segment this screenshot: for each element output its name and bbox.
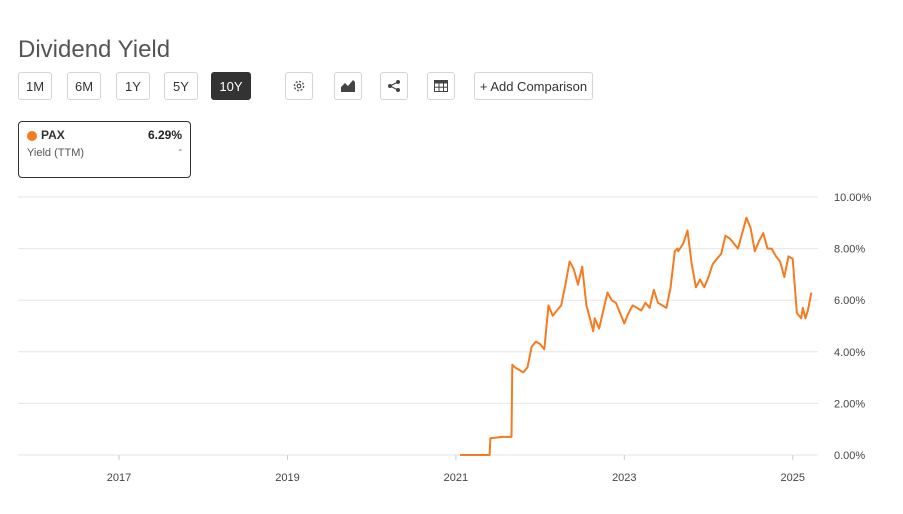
range-button-1m[interactable]: 1M bbox=[18, 72, 52, 100]
x-tick-label: 2021 bbox=[444, 472, 468, 484]
range-button-6m[interactable]: 6M bbox=[67, 72, 101, 100]
y-tick-label: 4.00% bbox=[834, 347, 865, 359]
chart-type-icon bbox=[341, 80, 355, 92]
x-tick-label: 2019 bbox=[275, 472, 299, 484]
legend-metric-value: - bbox=[178, 144, 182, 156]
legend-ticker: PAX bbox=[41, 128, 65, 142]
x-tick-label: 2017 bbox=[107, 472, 131, 484]
settings-button[interactable] bbox=[285, 72, 313, 100]
legend-value: 6.29% bbox=[147, 128, 182, 142]
add-comparison-button[interactable]: + Add Comparison bbox=[474, 72, 593, 100]
x-tick-label: 2025 bbox=[780, 472, 804, 484]
range-button-10y[interactable]: 10Y bbox=[211, 72, 251, 100]
table-view-button[interactable] bbox=[427, 72, 455, 100]
table-icon bbox=[434, 80, 448, 92]
series-color-dot bbox=[27, 131, 37, 141]
y-tick-label: 8.00% bbox=[834, 244, 865, 256]
range-button-5y[interactable]: 5Y bbox=[164, 72, 198, 100]
page-title: Dividend Yield bbox=[18, 36, 171, 64]
x-tick-label: 2023 bbox=[612, 472, 636, 484]
legend-card: PAX 6.29% Yield (TTM) - bbox=[18, 121, 191, 178]
gear-icon bbox=[293, 80, 305, 92]
series-line-pax bbox=[460, 216, 813, 456]
y-tick-label: 0.00% bbox=[834, 450, 865, 462]
y-tick-label: 6.00% bbox=[834, 295, 865, 307]
share-icon bbox=[388, 80, 400, 92]
y-tick-label: 10.00% bbox=[834, 192, 872, 204]
share-button[interactable] bbox=[380, 72, 408, 100]
chart-type-button[interactable] bbox=[334, 72, 362, 100]
y-tick-label: 2.00% bbox=[834, 398, 865, 410]
range-button-1y[interactable]: 1Y bbox=[116, 72, 150, 100]
yield-chart: 0.00% 2.00% 4.00% 6.00% 8.00% 10.00% 2017 2019 2… bbox=[18, 192, 872, 484]
legend-metric: Yield (TTM) bbox=[27, 147, 85, 159]
